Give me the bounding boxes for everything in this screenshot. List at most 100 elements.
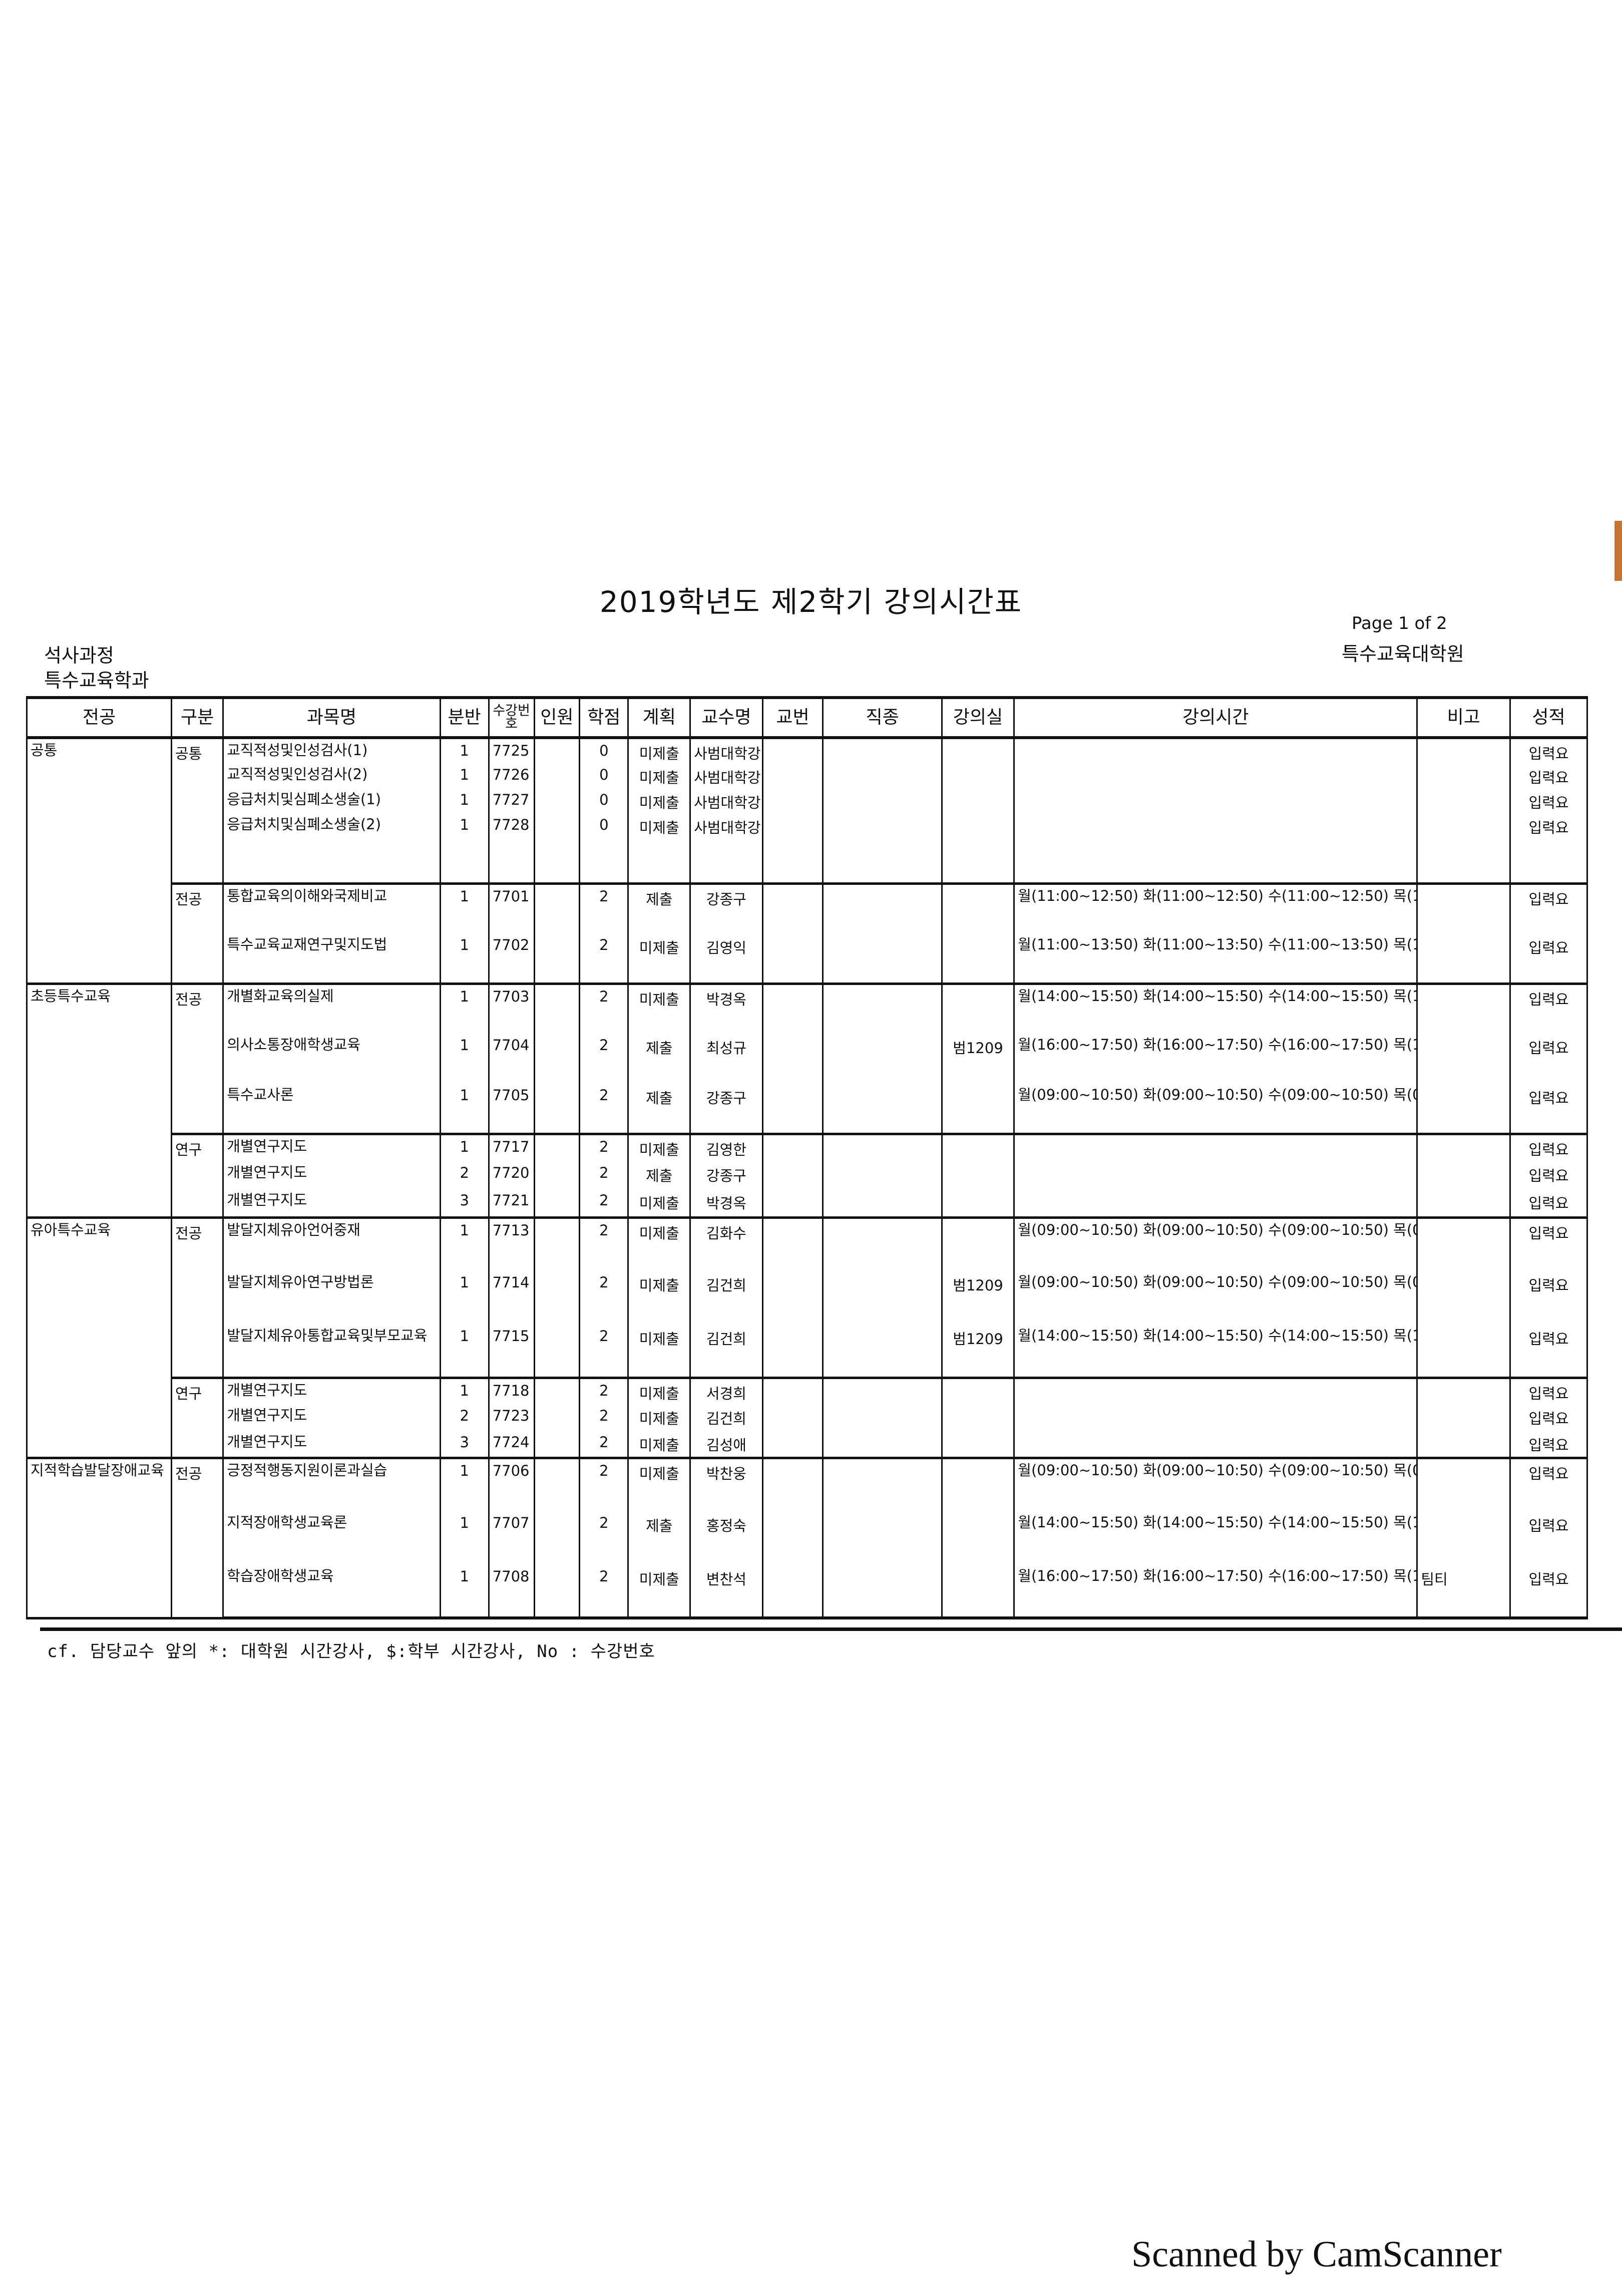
note — [1416, 1325, 1511, 1378]
course-code: 7707 — [488, 1511, 535, 1565]
lecture-time — [1013, 1431, 1418, 1458]
credits: 2 — [579, 1325, 629, 1378]
course-code: 7701 — [488, 882, 535, 933]
job-type-redacted — [822, 1511, 943, 1565]
note — [1416, 1511, 1511, 1565]
plan-status: 제출 — [627, 882, 691, 933]
lecture-time: 월(09:00~10:50) 화(09:00~10:50) 수(09:00~10… — [1013, 1456, 1418, 1511]
professor-id-redacted — [761, 788, 824, 813]
header-row: 전공 구분 과목명 분반 수강번호 인원 학점 계획 교수명 교번 직종 강의실 강의시간 비고 성적 — [26, 696, 1588, 739]
professor-id-redacted — [761, 1456, 824, 1511]
course-code: 7720 — [488, 1161, 535, 1189]
note — [1416, 1376, 1511, 1404]
lecture-time — [1013, 763, 1418, 788]
note — [1416, 1084, 1511, 1134]
header-room: 강의실 — [941, 696, 1015, 739]
course-code: 7706 — [488, 1456, 535, 1511]
lecture-time: 월(09:00~10:50) 화(09:00~10:50) 수(09:00~10… — [1013, 1084, 1418, 1134]
course-name: 지적장애학생교육론 — [222, 1511, 441, 1565]
lecture-time: 월(14:00~15:50) 화(14:00~15:50) 수(14:00~15… — [1013, 982, 1418, 1034]
course-name: 의사소통장애학생교육 — [222, 1034, 441, 1084]
professor-id-redacted — [761, 1161, 824, 1189]
professor-name: 사범대학강 — [689, 813, 763, 883]
enrollment — [533, 1216, 581, 1271]
footnote: cf. 담당교수 앞의 *: 대학원 시간강사, $:학부 시간강사, No :… — [47, 1642, 655, 1662]
lecture-room — [941, 1456, 1015, 1511]
credits: 2 — [579, 982, 629, 1034]
table-row: 개별연구지도 2 7720 2 제출 강종구 입력요 — [27, 1161, 1588, 1189]
professor-name: 김성애 — [689, 1431, 763, 1458]
lecture-room — [941, 1404, 1015, 1431]
plan-status: 미제출 — [627, 763, 691, 788]
course-name: 발달지체유아연구방법론 — [222, 1271, 441, 1325]
job-type-redacted — [822, 1456, 943, 1511]
grade-status: 입력요 — [1509, 1404, 1588, 1431]
professor-name: 강종구 — [689, 1161, 763, 1189]
plan-status: 미제출 — [627, 1189, 691, 1217]
note — [1416, 788, 1511, 813]
lecture-time: 월(14:00~15:50) 화(14:00~15:50) 수(14:00~15… — [1013, 1325, 1418, 1378]
lecture-time — [1013, 1132, 1418, 1161]
header-professor: 교수명 — [689, 696, 763, 739]
table-row: 연구 개별연구지도 1 7718 2 미제출 서경희 입력요 — [27, 1376, 1588, 1459]
grade-status: 입력요 — [1509, 736, 1588, 763]
enrollment — [533, 1084, 581, 1134]
course-code: 7715 — [488, 1325, 535, 1378]
table-row: 전공 통합교육의이해와국제비교 1 7701 2 제출 강종구 월(11:00~12:50) … — [27, 882, 1588, 985]
enrollment — [533, 1431, 581, 1458]
professor-name: 김건희 — [689, 1271, 763, 1325]
category-cell: 전공 — [170, 1456, 224, 1619]
header-course-code: 수강번호 — [488, 696, 535, 739]
table-row: 공통 공통 교직적성및인성검사(1) 1 7725 0 미제출 사범대학강 입력요 — [26, 736, 1588, 985]
professor-name: 박경옥 — [689, 982, 763, 1034]
section-number: 1 — [439, 763, 490, 788]
lecture-room — [941, 1189, 1015, 1217]
table-row: 연구 개별연구지도 1 7717 2 미제출 김영한 입력요 — [27, 1132, 1588, 1219]
enrollment — [533, 736, 581, 763]
grade-status: 입력요 — [1509, 982, 1588, 1034]
program-name: 석사과정 — [44, 644, 114, 667]
professor-id-redacted — [761, 1216, 824, 1271]
header-note: 비고 — [1416, 696, 1511, 739]
category-cell: 연구 — [170, 1376, 224, 1459]
grade-status: 입력요 — [1509, 933, 1588, 983]
section-number: 2 — [439, 1404, 490, 1431]
job-type-redacted — [822, 982, 943, 1034]
credits: 2 — [579, 1084, 629, 1134]
plan-status: 미제출 — [627, 736, 691, 763]
job-type-redacted — [822, 933, 943, 983]
section-number: 3 — [439, 1431, 490, 1458]
plan-status: 미제출 — [627, 813, 691, 883]
lecture-room: 범1209 — [941, 1325, 1015, 1378]
grade-status: 입력요 — [1509, 1161, 1588, 1189]
lecture-room — [941, 982, 1015, 1034]
plan-status: 미제출 — [627, 1431, 691, 1458]
plan-status: 제출 — [627, 1511, 691, 1565]
section-number: 1 — [439, 1084, 490, 1134]
plan-status: 제출 — [627, 1161, 691, 1189]
section-number: 1 — [439, 1216, 490, 1271]
enrollment — [533, 982, 581, 1034]
enrollment — [533, 933, 581, 983]
header-section: 분반 — [439, 696, 490, 739]
course-name: 개별화교육의실제 — [222, 982, 441, 1034]
grade-status: 입력요 — [1509, 1376, 1588, 1404]
note — [1416, 1189, 1511, 1217]
plan-status: 미제출 — [627, 1404, 691, 1431]
lecture-time — [1013, 1161, 1418, 1189]
course-code: 7724 — [488, 1431, 535, 1458]
course-name: 발달지체유아언어중재 — [222, 1216, 441, 1271]
course-name: 개별연구지도 — [222, 1431, 441, 1458]
header-plan: 계획 — [627, 696, 691, 739]
table-row: 개별연구지도 3 7721 2 미제출 박경옥 입력요 — [27, 1189, 1588, 1217]
enrollment — [533, 882, 581, 933]
section-number: 1 — [439, 1456, 490, 1511]
professor-name: 서경희 — [689, 1376, 763, 1404]
professor-id-redacted — [761, 1132, 824, 1161]
note — [1416, 736, 1511, 763]
professor-name: 최성규 — [689, 1034, 763, 1084]
lecture-time — [1013, 736, 1418, 763]
course-name: 특수교사론 — [222, 1084, 441, 1134]
job-type-redacted — [822, 813, 943, 883]
section-number: 1 — [439, 933, 490, 983]
